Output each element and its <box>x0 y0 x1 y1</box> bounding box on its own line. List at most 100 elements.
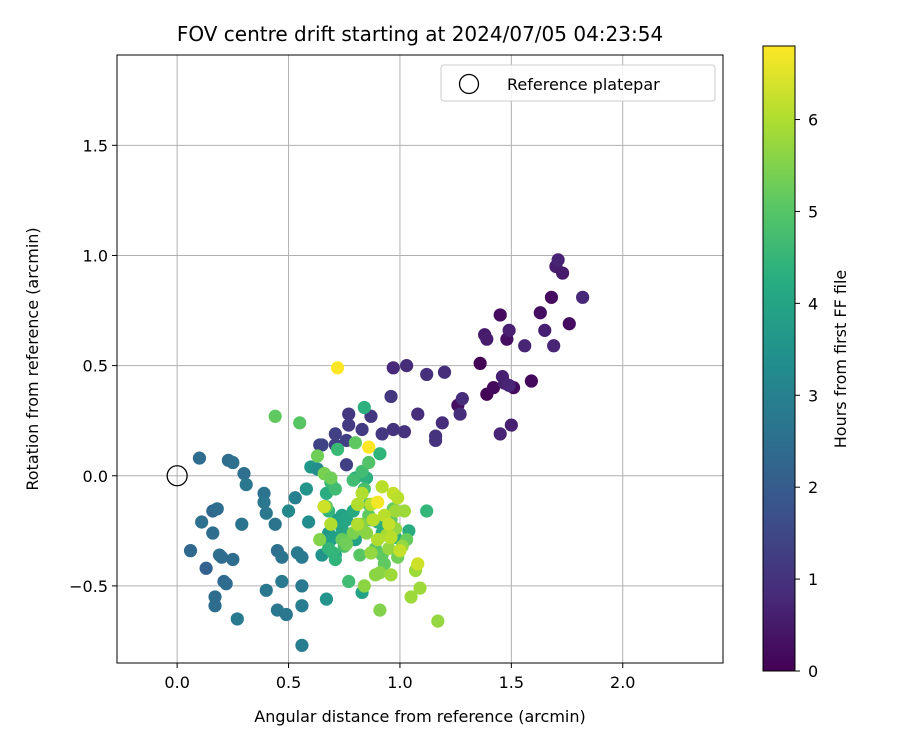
data-point <box>393 544 407 558</box>
data-point <box>576 290 590 304</box>
data-point <box>362 440 376 454</box>
data-point <box>317 499 331 514</box>
data-point <box>366 513 380 527</box>
x-tick-label: 1.0 <box>387 673 412 692</box>
data-point <box>404 590 418 604</box>
data-point <box>237 466 251 481</box>
data-point <box>411 407 425 421</box>
data-point <box>230 612 244 626</box>
data-point <box>357 400 371 415</box>
data-point <box>195 515 209 529</box>
data-point <box>493 427 507 441</box>
colorbar-tick-label: 1 <box>808 570 818 589</box>
data-point <box>310 449 325 463</box>
legend-reference-marker <box>458 73 480 95</box>
data-point <box>533 306 547 320</box>
data-point <box>293 416 307 430</box>
colorbar-tick-label: 4 <box>808 294 818 313</box>
data-point <box>547 339 561 353</box>
data-point <box>502 323 516 337</box>
data-point <box>328 427 342 441</box>
data-point <box>342 574 356 589</box>
data-point <box>544 290 559 304</box>
data-point <box>373 603 387 617</box>
data-point <box>183 544 198 558</box>
data-point <box>413 581 427 595</box>
data-point <box>208 599 222 613</box>
data-point <box>386 361 400 375</box>
data-point <box>210 502 224 516</box>
data-point <box>339 537 354 551</box>
data-point <box>226 552 240 567</box>
data-point <box>199 561 213 575</box>
y-axis-ticks: −0.5 0.0 0.5 1.0 1.5 <box>69 136 117 596</box>
data-point <box>275 574 289 589</box>
legend-box <box>440 64 716 102</box>
data-point <box>351 517 365 531</box>
data-point <box>473 356 487 371</box>
data-point <box>397 425 412 439</box>
reference-platepar-marker <box>166 465 188 487</box>
chart-title: FOV centre drift starting at 2024/07/05 … <box>177 22 663 46</box>
data-point <box>339 458 354 472</box>
data-point <box>518 339 532 353</box>
data-point <box>348 436 362 450</box>
data-point <box>268 517 282 531</box>
y-tick-label: −0.5 <box>69 577 108 596</box>
plot-frame <box>116 54 724 664</box>
x-axis-ticks: 0.0 0.5 1.0 1.5 2.0 <box>164 663 635 692</box>
data-point <box>397 504 412 518</box>
data-point <box>480 332 494 346</box>
x-tick-label: 1.5 <box>499 673 524 692</box>
x-tick-label: 2.0 <box>610 673 635 692</box>
data-point <box>493 308 507 322</box>
data-point <box>239 477 253 492</box>
colorbar-tick-label: 6 <box>808 111 818 130</box>
data-point <box>411 557 425 571</box>
data-point <box>330 361 345 375</box>
data-point <box>420 367 434 382</box>
data-point <box>371 533 385 547</box>
data-point <box>281 504 296 518</box>
data-point <box>302 515 316 529</box>
data-point <box>324 471 338 485</box>
y-tick-label: 0.0 <box>83 467 108 486</box>
data-point <box>362 455 376 470</box>
data-point <box>324 517 338 531</box>
data-point <box>431 614 445 628</box>
data-point <box>420 504 434 518</box>
data-point <box>455 392 469 406</box>
data-point <box>375 480 389 494</box>
y-tick-label: 0.5 <box>83 357 108 376</box>
data-point <box>386 422 400 437</box>
data-point <box>288 491 302 505</box>
data-point <box>215 550 229 564</box>
data-point <box>384 568 398 582</box>
data-point <box>235 517 249 531</box>
data-point <box>346 473 360 487</box>
y-axis-label: Rotation from reference (arcmin) <box>23 227 42 490</box>
colorbar-tick-label: 3 <box>808 386 818 405</box>
data-point <box>538 323 552 337</box>
data-point <box>504 418 518 432</box>
data-point <box>259 506 273 520</box>
data-point <box>219 577 233 591</box>
data-point <box>299 482 313 496</box>
colorbar-gradient <box>762 45 796 672</box>
data-point <box>364 546 378 560</box>
data-point <box>206 526 220 540</box>
data-point <box>295 579 309 593</box>
data-point <box>313 533 327 547</box>
data-point <box>257 495 271 509</box>
colorbar-tick-label: 0 <box>808 662 818 681</box>
data-points <box>183 253 590 652</box>
data-point <box>384 530 398 545</box>
data-point <box>371 495 385 509</box>
data-point <box>359 526 374 540</box>
data-point <box>391 491 405 505</box>
data-point <box>435 416 449 430</box>
data-point <box>275 550 289 564</box>
colorbar: 0 1 2 3 4 5 6 Hours from first FF file <box>762 45 850 681</box>
data-point <box>375 427 389 441</box>
